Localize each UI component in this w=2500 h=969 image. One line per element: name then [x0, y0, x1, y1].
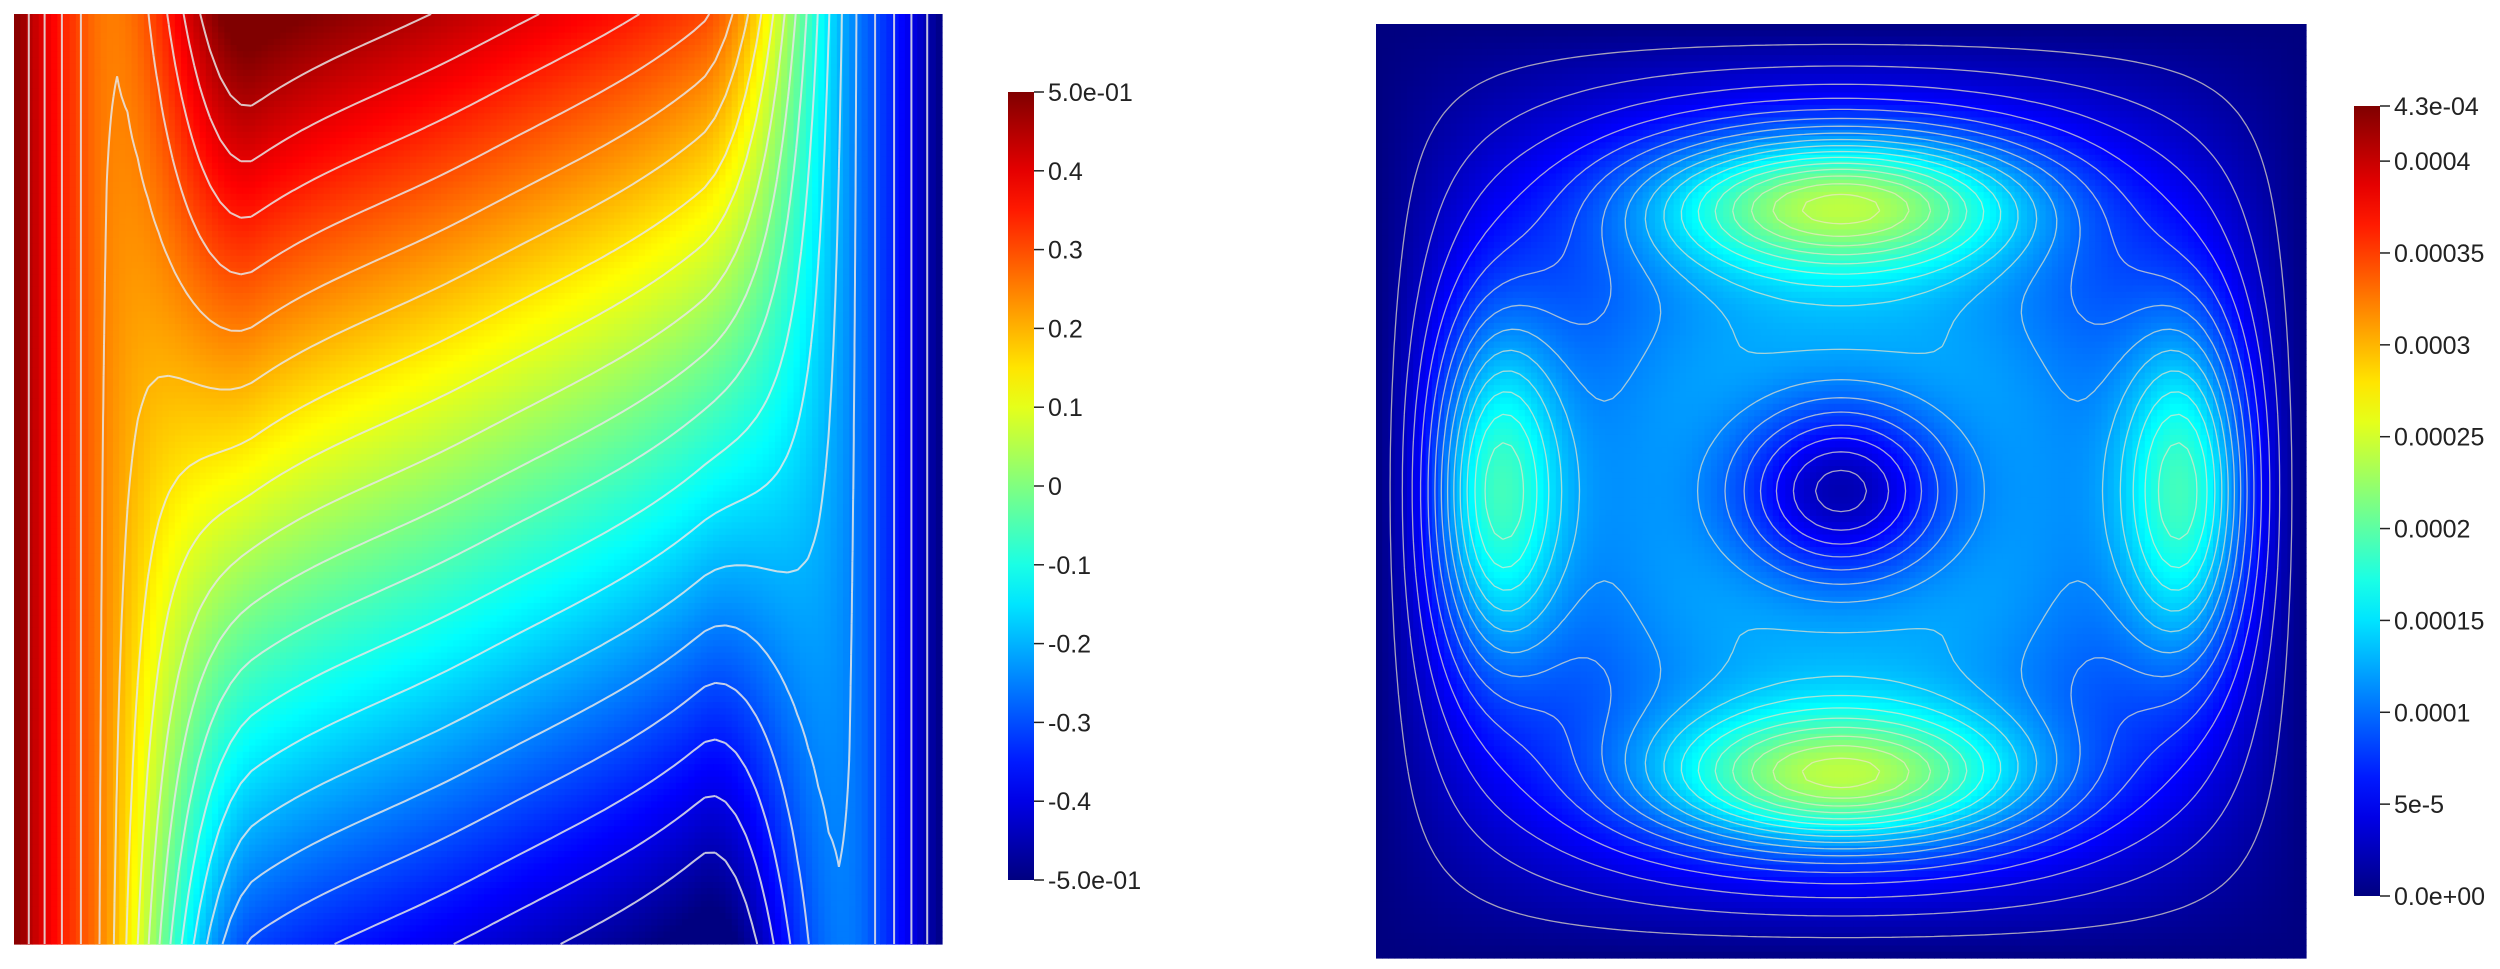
colorbar-gradient [1008, 92, 1034, 880]
contour-line [1772, 183, 1910, 799]
colorbar-gradient [2354, 106, 2380, 896]
colorbar-tick-label: -0.4 [1048, 788, 1091, 816]
temperature-field-chart: 5.0e-01 0.4 0.3 0.2 0.1 0 -0.1 -0.2 -0.3 -0.4 -5.0… [14, 13, 1141, 945]
temperature-contours [27, 13, 929, 945]
colorbar-tick-label: 0.0e+00 [2394, 883, 2485, 911]
temperature-heatmap [14, 14, 943, 945]
temperature-colorbar: 5.0e-01 0.4 0.3 0.2 0.1 0 -0.1 -0.2 -0.3 -0.4 -5.0… [1008, 79, 1141, 895]
contour-line [1419, 97, 2263, 885]
contour-line [60, 13, 640, 944]
contour-line [560, 14, 929, 945]
contour-line [1401, 65, 2281, 917]
colorbar-tick-label: 0.1 [1048, 394, 1083, 422]
colorbar-tick-label: 0.0001 [2394, 699, 2470, 727]
contour-line [180, 13, 819, 945]
colorbar-tick-label: 0 [1048, 473, 1062, 501]
contour-line [221, 14, 858, 945]
contour-line [147, 13, 786, 945]
colorbar-tick-label: -5.0e-01 [1048, 867, 1141, 895]
contour-line [98, 13, 734, 945]
contour-line [1732, 168, 1950, 814]
colorbar-tick-label: 0.0002 [2394, 516, 2470, 544]
colorbar-tick-label: 0.4 [1048, 158, 1083, 186]
contour-line [1750, 175, 1932, 807]
contour-line [27, 13, 432, 944]
colorbar-tick-label: 0.0003 [2394, 332, 2470, 360]
colorbar-tick-label: 5e-5 [2394, 791, 2444, 819]
colorbar-tick-label: 0.00025 [2394, 424, 2484, 452]
colorbar-tick-label: 0.00035 [2394, 240, 2484, 268]
colorbar-tick-label: 5.0e-01 [1048, 79, 1133, 107]
contour-line [334, 14, 896, 945]
contour-line [1434, 117, 2248, 865]
velocity-contours [1389, 43, 2293, 939]
contour-line [125, 13, 763, 945]
colorbar-tick-label: -0.2 [1048, 631, 1091, 659]
velocity-magnitude-panel: 4.3e-04 0.0004 0.00035 0.0003 0.00025 0.0002 0… [1360, 0, 2500, 969]
temperature-field-panel: 5.0e-01 0.4 0.3 0.2 0.1 0 -0.1 -0.2 -0.3 -0.4 -5.0… [0, 0, 1240, 969]
contour-line [43, 13, 540, 944]
colorbar-tick-label: 4.3e-04 [2394, 93, 2479, 121]
colorbar-tick-label: 0.3 [1048, 237, 1083, 265]
contour-line [158, 13, 797, 945]
contour-line [1427, 108, 2255, 874]
contour-line [1466, 150, 2216, 832]
contour-line [1411, 83, 2271, 899]
velocity-colorbar: 4.3e-04 0.0004 0.00035 0.0003 0.00025 0.0002 0… [2354, 93, 2485, 911]
contour-line [79, 13, 711, 944]
contour-line [1453, 138, 2229, 844]
colorbar-tick-label: -0.3 [1048, 709, 1091, 737]
contour-line [169, 13, 808, 945]
colorbar-tick-label: 0.2 [1048, 315, 1083, 343]
contour-line [136, 13, 775, 944]
contour-line [192, 13, 831, 945]
contour-line [205, 13, 843, 945]
contour-line [245, 14, 877, 945]
contour-line [1389, 43, 2293, 939]
contour-line [112, 13, 750, 945]
colorbar-tick-label: 0.0004 [2394, 148, 2471, 176]
contour-line [1801, 193, 1881, 789]
colorbar-tick-label: 0.00015 [2394, 607, 2484, 635]
contour-line [453, 14, 913, 945]
contour-line [1440, 125, 2242, 857]
colorbar-tick-label: -0.1 [1048, 552, 1091, 580]
contour-line [1484, 162, 2198, 820]
contour-line [1474, 156, 2208, 826]
velocity-heatmap [1376, 24, 2307, 959]
contour-line [1446, 132, 2236, 850]
contour-line [1459, 144, 2223, 838]
velocity-magnitude-chart: 4.3e-04 0.0004 0.00035 0.0003 0.00025 0.0002 0… [1376, 24, 2485, 959]
